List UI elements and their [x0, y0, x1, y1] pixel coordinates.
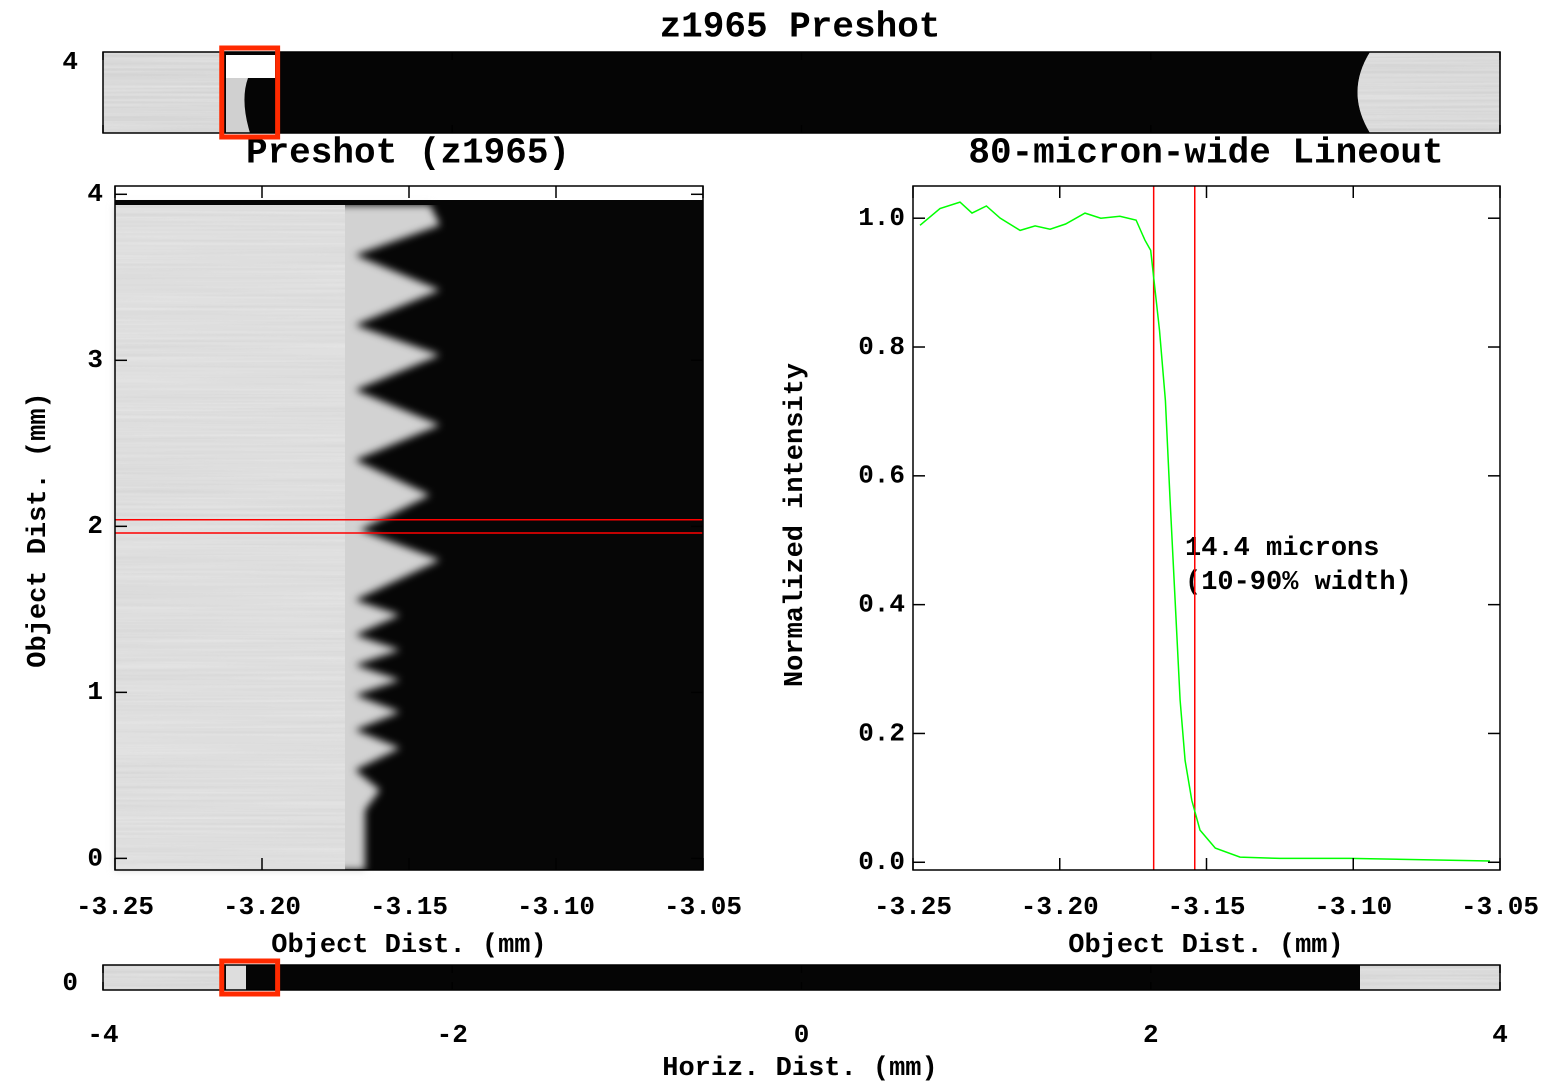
x-tick-label: -3.15: [370, 892, 448, 922]
y-tick-label: 0.4: [858, 590, 905, 620]
lineout-y-label: Normalized intensity: [781, 363, 811, 687]
lineout-curve: [919, 201, 1491, 862]
y-tick-label: 0.0: [858, 847, 905, 877]
lineout-x-label: Object Dist. (mm): [1068, 931, 1343, 961]
x-tick-label: -3.20: [1021, 892, 1099, 922]
x-tick-label: -3.05: [1461, 892, 1539, 922]
x-tick-label: -2: [437, 1020, 468, 1050]
x-tick-label: 0: [794, 1020, 810, 1050]
strip-title: z1965 Preshot: [660, 7, 941, 48]
preshot-image: [115, 200, 703, 870]
strip-x-label: Horiz. Dist. (mm): [662, 1054, 937, 1083]
image-y-label: Object Dist. (mm): [24, 392, 54, 667]
image-x-label: Object Dist. (mm): [271, 931, 546, 961]
image-title: Preshot (z1965): [246, 133, 570, 174]
x-tick-label: -3.15: [1167, 892, 1245, 922]
annotation: 14.4 microns: [1185, 534, 1379, 564]
y-tick-label: 0.8: [858, 332, 905, 362]
x-tick-label: -3.05: [664, 892, 742, 922]
y-tick-label: 3: [87, 345, 103, 375]
y-tick-label: 1: [87, 677, 103, 707]
y-tick-label: 0: [62, 968, 78, 998]
zoom-box: [219, 45, 281, 140]
annotation: (10-90% width): [1185, 568, 1412, 598]
y-tick-label: 0.6: [858, 461, 905, 491]
strip-image-top: [103, 52, 1500, 133]
x-tick-label: -3.25: [874, 892, 952, 922]
x-tick-label: -3.10: [517, 892, 595, 922]
x-tick-label: -3.20: [223, 892, 301, 922]
y-tick-label: 4: [87, 179, 103, 209]
y-tick-label: 0.2: [858, 718, 905, 748]
y-tick-label: 1.0: [858, 203, 905, 233]
zoom-box: [219, 958, 281, 997]
lineout-title: 80-micron-wide Lineout: [968, 133, 1443, 174]
y-tick-label: 2: [87, 511, 103, 541]
y-tick-label: 4: [62, 47, 78, 77]
x-tick-label: -3.25: [76, 892, 154, 922]
y-tick-label: 0: [87, 843, 103, 873]
x-tick-label: -3.10: [1314, 892, 1392, 922]
x-tick-label: 4: [1492, 1020, 1508, 1050]
x-tick-label: -4: [87, 1020, 118, 1050]
x-tick-label: 2: [1143, 1020, 1159, 1050]
